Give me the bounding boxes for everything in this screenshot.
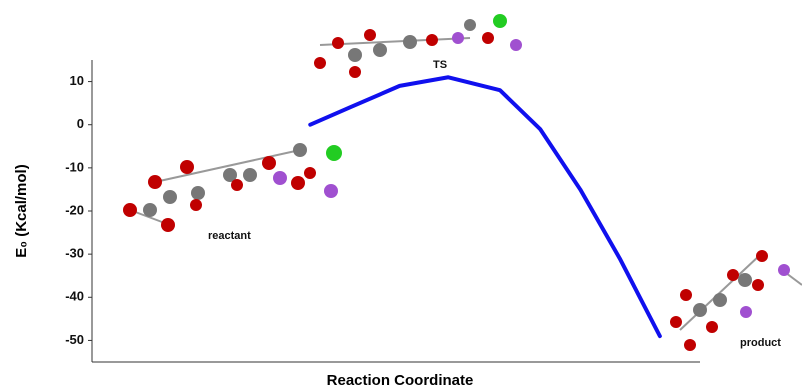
ts-molecule xyxy=(314,14,522,78)
annotation: reactant xyxy=(208,230,251,242)
chart: E₀ (Kcal/mol) Reaction Coordinate 10 0 -10… xyxy=(0,0,802,389)
annotation: TS xyxy=(433,59,447,71)
y-tick-label: -30 xyxy=(65,246,84,261)
y-tick-label: -50 xyxy=(65,332,84,347)
product-molecule xyxy=(670,250,802,351)
energy-line xyxy=(310,77,660,336)
y-tick-label: -40 xyxy=(65,289,84,304)
annotation: product xyxy=(740,337,781,349)
y-axis-label: E₀ (Kcal/mol) xyxy=(13,164,30,257)
y-tick-label: -20 xyxy=(65,202,84,217)
x-axis-label: Reaction Coordinate xyxy=(327,372,474,389)
reactant-molecule xyxy=(123,143,342,232)
y-tick-label: -10 xyxy=(65,159,84,174)
y-tick-label: 0 xyxy=(77,116,84,131)
y-tick-label: 10 xyxy=(70,73,84,88)
